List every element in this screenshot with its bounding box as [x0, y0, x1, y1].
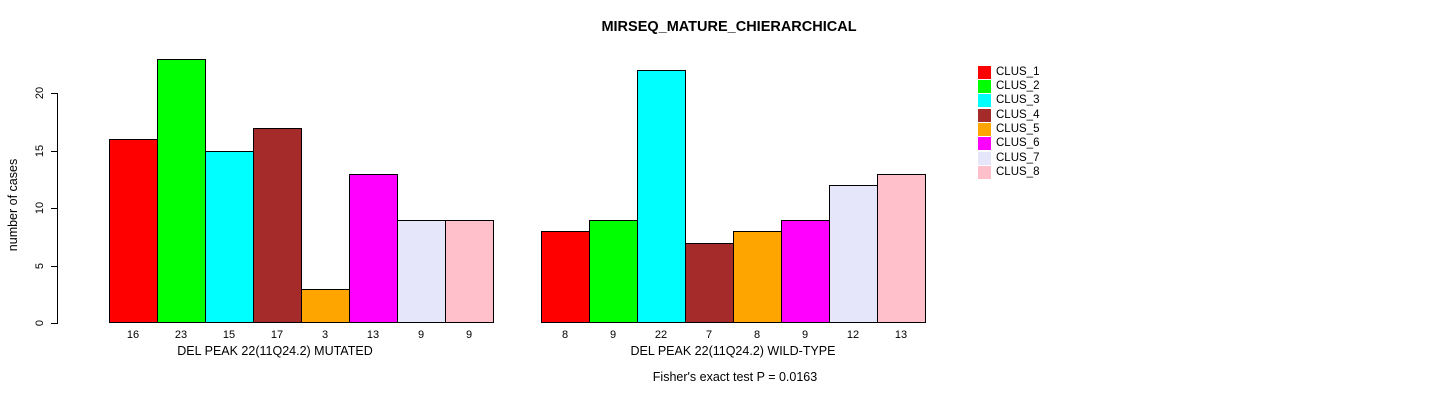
- bar-value-label: 12: [846, 329, 860, 341]
- x-axis-label-mutated: DEL PEAK 22(11Q24.2) MUTATED: [177, 344, 373, 358]
- bar-value-label: 9: [801, 329, 809, 341]
- bar-value-label: 13: [366, 329, 380, 341]
- y-tick-label: 15: [34, 144, 46, 157]
- legend-swatch-icon: [978, 165, 991, 179]
- legend-row-CLUS_3: CLUS_3: [978, 94, 1039, 108]
- bar-CLUS_2: [589, 220, 638, 323]
- bar-value-label: 22: [654, 329, 668, 341]
- fisher-test-note: Fisher's exact test P = 0.0163: [652, 370, 818, 384]
- legend-label: CLUS_2: [996, 79, 1040, 92]
- bar-value-label: 9: [609, 329, 617, 341]
- bar-CLUS_5: [733, 231, 782, 323]
- bar-CLUS_4: [253, 128, 302, 323]
- legend-row-CLUS_8: CLUS_8: [978, 165, 1039, 179]
- bar-value-label: 3: [321, 329, 329, 341]
- y-axis-title: number of cases: [6, 158, 20, 252]
- panel-mutated-bars: [109, 0, 499, 323]
- legend-swatch-icon: [978, 122, 991, 136]
- bar-value-label: 8: [561, 329, 569, 341]
- legend-label: CLUS_8: [996, 165, 1040, 178]
- legend-swatch-icon: [978, 137, 991, 151]
- bar-value-label: 13: [894, 329, 908, 341]
- y-tick-mark: [51, 93, 57, 95]
- y-tick-label: 5: [34, 262, 46, 269]
- bar-value-label: 9: [465, 329, 473, 341]
- bar-value-label: 9: [417, 329, 425, 341]
- bar-value-label: 16: [126, 329, 140, 341]
- legend-label: CLUS_7: [996, 151, 1040, 164]
- bar-value-label: 23: [174, 329, 188, 341]
- legend-row-CLUS_4: CLUS_4: [978, 108, 1039, 122]
- legend-label: CLUS_3: [996, 94, 1040, 107]
- bar-CLUS_2: [157, 59, 206, 323]
- legend-swatch-icon: [978, 151, 991, 165]
- legend-swatch-icon: [978, 94, 991, 108]
- y-tick-label: 10: [34, 202, 46, 215]
- legend-row-CLUS_1: CLUS_1: [978, 65, 1039, 79]
- bar-CLUS_8: [877, 174, 926, 323]
- bar-CLUS_8: [445, 220, 494, 323]
- legend-row-CLUS_5: CLUS_5: [978, 122, 1039, 136]
- y-tick-label: 0: [34, 319, 46, 327]
- chart-title: MIRSEQ_MATURE_CHIERARCHICAL: [601, 19, 857, 35]
- legend-row-CLUS_6: CLUS_6: [978, 137, 1039, 151]
- y-tick-label: 20: [34, 87, 46, 100]
- bar-CLUS_6: [781, 220, 830, 323]
- legend-label: CLUS_4: [996, 108, 1040, 121]
- bar-CLUS_4: [685, 243, 734, 323]
- bar-CLUS_1: [541, 231, 590, 323]
- legend-swatch-icon: [978, 65, 991, 79]
- legend: CLUS_1 CLUS_2 CLUS_3 CLUS_4 CLUS_5 CLUS_6 CLUS…: [978, 65, 1039, 180]
- y-axis-line: [57, 93, 58, 324]
- bar-value-label: 8: [753, 329, 761, 341]
- panel-wildtype-bars: [541, 0, 931, 323]
- y-tick-mark: [51, 323, 57, 324]
- legend-swatch-icon: [978, 108, 991, 122]
- bar-CLUS_7: [829, 185, 878, 323]
- y-tick-mark: [51, 150, 57, 152]
- bar-CLUS_3: [637, 70, 686, 323]
- x-axis-label-wildtype: DEL PEAK 22(11Q24.2) WILD-TYPE: [630, 344, 836, 358]
- bar-value-label: 7: [705, 329, 713, 341]
- bar-CLUS_7: [397, 220, 446, 323]
- legend-label: CLUS_1: [996, 65, 1040, 78]
- legend-swatch-icon: [978, 79, 991, 93]
- y-tick-mark: [51, 208, 57, 210]
- bar-value-label: 15: [222, 329, 236, 341]
- bar-value-label: 17: [270, 329, 284, 341]
- bar-CLUS_5: [301, 289, 350, 323]
- y-tick-mark: [51, 265, 57, 267]
- legend-row-CLUS_2: CLUS_2: [978, 79, 1039, 93]
- bar-CLUS_1: [109, 139, 158, 323]
- bar-CLUS_3: [205, 151, 254, 323]
- legend-label: CLUS_5: [996, 122, 1040, 135]
- legend-label: CLUS_6: [996, 137, 1040, 150]
- bar-CLUS_6: [349, 174, 398, 323]
- legend-row-CLUS_7: CLUS_7: [978, 151, 1039, 165]
